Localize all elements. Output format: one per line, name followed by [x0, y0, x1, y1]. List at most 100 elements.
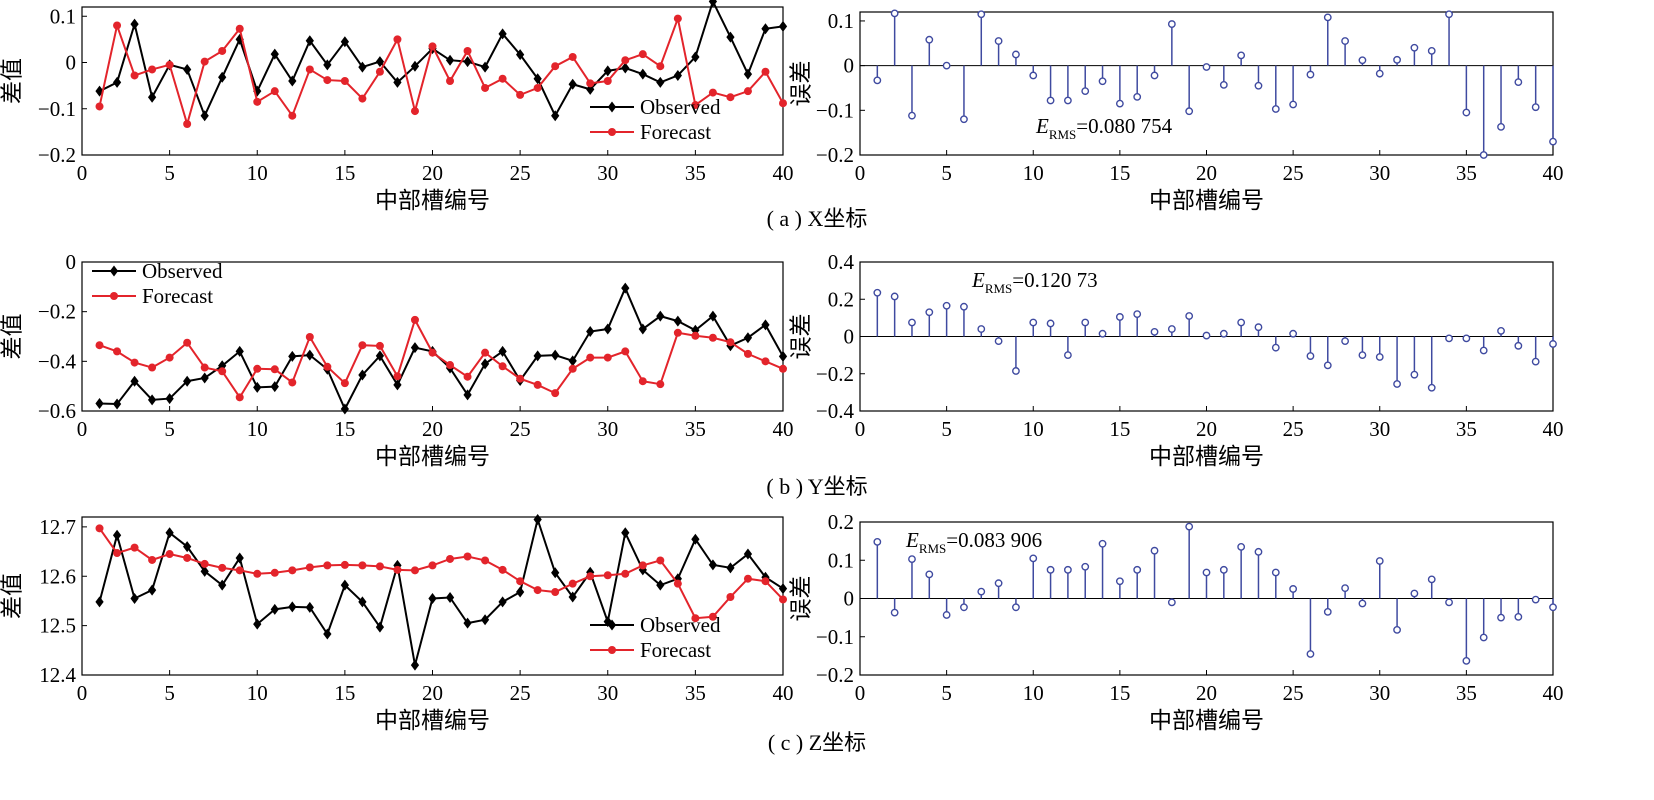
data-point-forecast [516, 577, 525, 586]
data-point-forecast [270, 365, 279, 374]
x-tick-label: 35 [685, 681, 706, 705]
data-point-forecast [779, 595, 787, 604]
x-tick-label: 20 [422, 161, 443, 185]
stem-marker [1323, 13, 1332, 22]
stem-marker [1081, 562, 1090, 571]
x-tick-label: 0 [855, 417, 866, 441]
stem-marker [908, 111, 916, 120]
data-point-observed [621, 62, 630, 74]
rms-symbol: E [971, 268, 985, 292]
data-point-forecast [586, 79, 595, 88]
series-line-observed [98, 515, 784, 666]
data-point-observed [147, 91, 157, 103]
data-point-observed [743, 68, 753, 80]
stem-marker [1410, 589, 1419, 598]
data-point-forecast [165, 550, 174, 559]
data-point-observed [463, 389, 472, 401]
rms-annotation: ERMS=0.120 73 [971, 268, 1098, 296]
stem-marker [994, 579, 1003, 588]
data-point-forecast [673, 14, 682, 23]
data-point-observed [778, 20, 788, 32]
stem-marker [1531, 595, 1540, 604]
data-point-forecast [481, 556, 490, 565]
data-point-observed [183, 541, 192, 553]
data-point-forecast [305, 332, 314, 341]
data-point-observed [480, 358, 490, 370]
stem-marker [1497, 613, 1505, 622]
series-line-observed [99, 0, 784, 119]
data-point-forecast [358, 561, 367, 570]
data-point-forecast [218, 46, 227, 55]
data-point-observed [288, 350, 297, 362]
chart-panel-6: 0 5 10 15 20 25 30 35 40 −0.2 −0.1 0 0.1 0.2 中部槽编号 误差 ER… [788, 510, 1563, 733]
x-tick-label: 20 [422, 417, 443, 441]
data-point-observed [656, 310, 665, 322]
data-point-observed [288, 601, 297, 613]
data-point-forecast [200, 363, 209, 372]
stem-marker [1323, 607, 1332, 616]
y-tick-label: −0.1 [816, 98, 854, 122]
data-point-forecast [533, 380, 542, 389]
data-point-forecast [148, 555, 157, 564]
data-point-observed [340, 579, 349, 591]
stem-marker [960, 115, 968, 124]
data-point-observed [323, 628, 332, 640]
figure-caption: ( b ) Y坐标 [766, 474, 867, 499]
y-tick-label: −0.2 [816, 362, 854, 386]
figure-caption: ( c ) Z坐标 [768, 730, 866, 755]
chart-panel-4: 0 5 10 15 20 25 30 35 40 −0.4 −0.2 0 0.2 0.4 中部槽编号 误差 ER… [788, 250, 1563, 469]
data-point-observed [165, 527, 174, 539]
data-point-forecast [761, 357, 770, 366]
data-point-forecast [743, 87, 752, 96]
data-point-observed [656, 76, 665, 88]
stem-marker [1185, 107, 1194, 116]
data-point-forecast [323, 362, 332, 371]
stem-marker [1497, 327, 1505, 335]
data-point-forecast [270, 87, 279, 96]
data-point-observed [480, 61, 490, 73]
stem-marker [1133, 565, 1142, 574]
x-tick-label: 0 [77, 161, 88, 185]
x-tick-label: 25 [1283, 161, 1304, 185]
data-point-observed [95, 398, 104, 410]
stem-marker [1150, 71, 1159, 80]
data-point-observed [498, 596, 507, 608]
data-point-observed [463, 617, 472, 629]
legend-marker [110, 292, 118, 300]
data-point-observed [183, 375, 192, 387]
stem-marker [1393, 55, 1401, 64]
data-point-observed [410, 342, 420, 354]
y-tick-label: 0.2 [828, 287, 854, 311]
data-point-forecast [708, 612, 717, 621]
data-point-forecast [253, 97, 262, 106]
x-tick-label: 0 [77, 417, 88, 441]
stem-marker [1202, 63, 1211, 71]
x-tick-label: 20 [422, 681, 443, 705]
stem-marker [1098, 329, 1107, 338]
x-axis-label: 中部槽编号 [1149, 444, 1264, 469]
stem-marker [1462, 656, 1471, 665]
stem-marker [1237, 318, 1246, 327]
data-point-forecast [463, 552, 472, 561]
stem-marker [1549, 340, 1557, 348]
stem-marker [1271, 343, 1280, 352]
stem-marker [1462, 334, 1471, 343]
data-point-observed [375, 350, 385, 362]
stem-marker [1375, 353, 1384, 361]
data-point-forecast [148, 363, 157, 372]
rms-annotation: ERMS=0.080 754 [1035, 114, 1173, 142]
y-tick-label: 0.1 [828, 548, 854, 572]
data-point-forecast [95, 341, 104, 350]
legend-marker [109, 265, 119, 277]
x-axis-label: 中部槽编号 [375, 444, 490, 469]
data-point-observed [270, 381, 279, 393]
stem-marker [1410, 370, 1419, 379]
data-point-forecast [410, 566, 419, 575]
data-point-forecast [113, 21, 122, 30]
data-point-forecast [305, 65, 314, 74]
data-point-observed [358, 369, 367, 381]
data-point-observed [638, 323, 647, 335]
stem-marker [1375, 557, 1384, 565]
data-point-forecast [568, 52, 577, 61]
data-point-observed [603, 65, 612, 77]
